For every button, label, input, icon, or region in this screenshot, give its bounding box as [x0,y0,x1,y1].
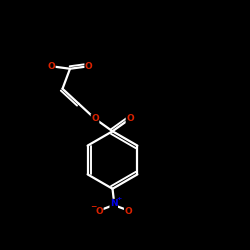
Text: +: + [116,196,121,201]
Text: N: N [110,199,118,208]
Text: O: O [124,207,132,216]
Text: O: O [47,62,55,71]
Text: O: O [126,114,134,123]
Text: −: − [90,202,97,211]
Text: O: O [85,62,92,71]
Text: O: O [91,114,99,123]
Text: O: O [96,207,103,216]
